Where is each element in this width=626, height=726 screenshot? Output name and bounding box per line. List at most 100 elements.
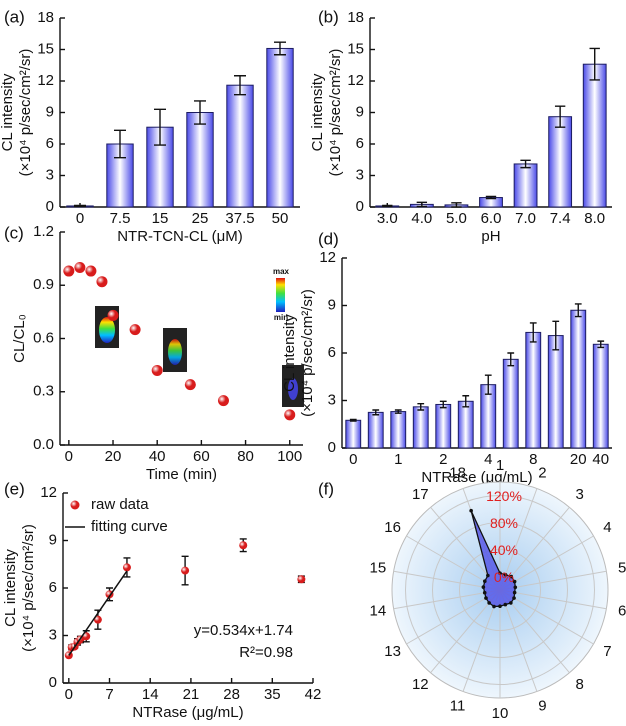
error-bar bbox=[554, 105, 566, 128]
x-tick-label: 8 bbox=[529, 451, 537, 468]
y-axis-label: CL intensity bbox=[309, 73, 326, 151]
y-tick-label: 0 bbox=[49, 674, 57, 691]
y-tick-label: 1.2 bbox=[33, 223, 54, 240]
spoke bbox=[499, 570, 607, 591]
point bbox=[63, 265, 75, 277]
radar-point bbox=[484, 596, 488, 600]
axis-label: 5 bbox=[618, 559, 626, 576]
axis-label: 17 bbox=[412, 486, 429, 503]
spoke bbox=[406, 589, 501, 645]
r-tick-label: 120% bbox=[486, 488, 522, 504]
error-bar bbox=[439, 400, 447, 409]
y-axis-label: (×10⁴ p/sec/cm²/sr) bbox=[17, 49, 34, 177]
error-bar bbox=[485, 195, 497, 200]
bar bbox=[582, 63, 607, 208]
bar bbox=[186, 112, 214, 208]
x-tick-label: 37.5 bbox=[225, 210, 254, 227]
x-tick-label: 28 bbox=[223, 686, 240, 703]
y-tick-label: 3 bbox=[49, 626, 57, 643]
y-axis-label: CL intensity bbox=[281, 314, 298, 392]
y-tick-label: 0 bbox=[46, 198, 54, 215]
y-axis-label: CL intensity bbox=[2, 549, 19, 627]
x-tick-label: 0 bbox=[349, 451, 357, 468]
point bbox=[297, 575, 306, 584]
error-bar bbox=[574, 303, 582, 318]
spoke bbox=[499, 589, 594, 645]
x-tick-label: 5.0 bbox=[446, 210, 467, 227]
point bbox=[85, 265, 97, 277]
y-tick-label: 12 bbox=[40, 484, 57, 501]
radar-point bbox=[483, 579, 487, 584]
colorbar bbox=[276, 278, 285, 312]
point bbox=[181, 566, 190, 575]
axis-label: 8 bbox=[576, 676, 584, 693]
point bbox=[239, 541, 248, 550]
y-tick-label: 0.3 bbox=[33, 383, 54, 400]
point bbox=[129, 324, 141, 336]
y-tick-label: 0 bbox=[356, 198, 364, 215]
x-tick-label: 2 bbox=[439, 451, 447, 468]
bar bbox=[345, 419, 362, 449]
point bbox=[74, 262, 86, 273]
error-bar bbox=[416, 201, 428, 208]
axis-label: 11 bbox=[450, 697, 466, 714]
radar-point bbox=[486, 573, 490, 578]
error-bar bbox=[520, 159, 531, 169]
x-tick-label: 21 bbox=[183, 686, 200, 703]
radar-point bbox=[512, 590, 517, 595]
error-bar bbox=[552, 320, 560, 351]
radar-point bbox=[498, 604, 502, 608]
bar bbox=[412, 406, 429, 449]
axis-label: 18 bbox=[449, 464, 466, 481]
axis-label: 1 bbox=[496, 457, 504, 474]
x-tick-label: 25 bbox=[192, 210, 209, 227]
y-tick-label: 9 bbox=[356, 103, 364, 120]
error-bar bbox=[349, 418, 357, 422]
bar bbox=[435, 403, 452, 449]
x-tick-label: 7.5 bbox=[110, 210, 131, 227]
axis-label: 12 bbox=[412, 676, 429, 693]
radar-point bbox=[512, 579, 517, 584]
axis-label: 3 bbox=[576, 486, 584, 503]
x-tick-label: 7.4 bbox=[550, 210, 571, 227]
error-bar bbox=[234, 75, 246, 96]
axis-label: 9 bbox=[538, 697, 546, 714]
radar-point bbox=[509, 601, 513, 605]
y-tick-label: 6 bbox=[356, 135, 364, 152]
bar bbox=[548, 116, 573, 208]
spoke bbox=[499, 488, 538, 591]
axis-label: 7 bbox=[603, 643, 611, 660]
radar-point bbox=[498, 571, 502, 575]
inset-images bbox=[95, 278, 304, 407]
y-tick-label: 15 bbox=[37, 40, 54, 57]
y-axis-label: (×10⁴ p/sec/cm²/sr) bbox=[327, 49, 344, 177]
x-axis-label: NTR-TCN-CL (μM) bbox=[117, 228, 243, 245]
error-bar bbox=[74, 204, 86, 208]
x-tick-label: 50 bbox=[272, 210, 289, 227]
x-tick-label: 4 bbox=[484, 451, 492, 468]
bar bbox=[525, 331, 542, 449]
x-tick-label: 14 bbox=[142, 686, 159, 703]
radar-point bbox=[503, 572, 508, 577]
y-tick-label: 12 bbox=[37, 72, 54, 89]
y-axis-label: (×10⁴ p/sec/cm²/sr) bbox=[20, 524, 37, 652]
radar-point bbox=[487, 601, 491, 605]
error-bar bbox=[382, 204, 393, 208]
radar-point bbox=[481, 585, 486, 589]
y-tick-label: 6 bbox=[328, 344, 336, 361]
x-tick-label: 3.0 bbox=[377, 210, 398, 227]
y-axis-label: CL intensity bbox=[0, 73, 16, 151]
y-tick-label: 9 bbox=[49, 531, 57, 548]
x-tick-label: 4.0 bbox=[411, 210, 432, 227]
y-tick-label: 0 bbox=[328, 439, 336, 456]
r-tick-label: 0% bbox=[494, 569, 514, 585]
y-tick-label: 0.9 bbox=[33, 276, 54, 293]
annotation: R²=0.98 bbox=[239, 644, 293, 661]
y-tick-label: 6 bbox=[49, 579, 57, 596]
panel-label: (f) bbox=[318, 479, 334, 498]
x-tick-label: 40 bbox=[149, 448, 166, 465]
bar bbox=[367, 411, 384, 449]
x-tick-label: 20 bbox=[105, 448, 122, 465]
point bbox=[284, 409, 296, 421]
panel-label: (a) bbox=[4, 7, 25, 26]
